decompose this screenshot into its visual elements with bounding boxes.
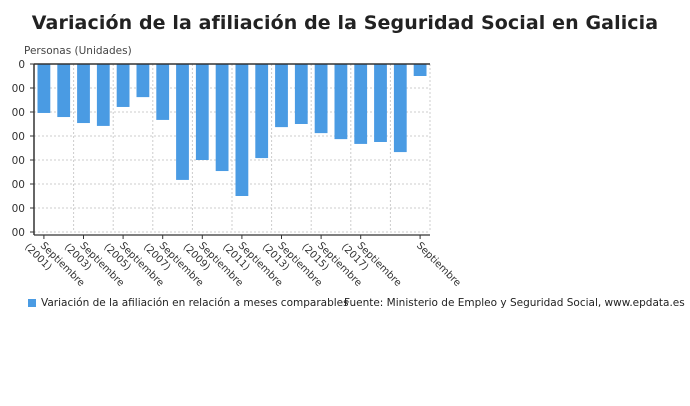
bar [334, 64, 348, 140]
bar [393, 64, 407, 153]
bar [354, 64, 368, 144]
y-tick-label: 00 [12, 155, 25, 167]
bar [176, 64, 189, 180]
bar [57, 64, 71, 118]
legend-label: Variación de la afiliación en relación a… [41, 297, 349, 309]
x-tick-label: Septiembre(2001) [22, 233, 86, 297]
bar [116, 64, 130, 107]
chart-title: Variación de la afiliación de la Segurid… [31, 12, 659, 34]
bar [413, 64, 427, 76]
bar [215, 64, 229, 172]
bar [255, 64, 269, 159]
legend-swatch [28, 299, 36, 307]
x-tick-label: Septiembre [414, 240, 463, 289]
y-tick-label: 0 [18, 59, 25, 71]
bar [96, 64, 110, 126]
bar [37, 64, 51, 113]
y-axis-label: Personas (Unidades) [24, 45, 132, 57]
bar [195, 64, 209, 160]
bar [294, 64, 308, 124]
bar [77, 64, 90, 124]
bar [235, 64, 249, 196]
y-tick-label: 00 [12, 83, 25, 95]
source-note: Fuente: Ministerio de Empleo y Seguridad… [344, 297, 685, 309]
y-tick-label: 00 [12, 131, 25, 143]
bar [314, 64, 328, 134]
bar [374, 64, 387, 142]
y-tick-label: 00 [12, 203, 25, 215]
bar [156, 64, 170, 120]
y-tick-label: 00 [12, 107, 25, 119]
bar [136, 64, 150, 98]
bar [275, 64, 288, 128]
y-tick-label: 00 [12, 227, 25, 239]
legend: Variación de la afiliación en relación a… [28, 297, 349, 309]
y-tick-label: 00 [12, 179, 25, 191]
